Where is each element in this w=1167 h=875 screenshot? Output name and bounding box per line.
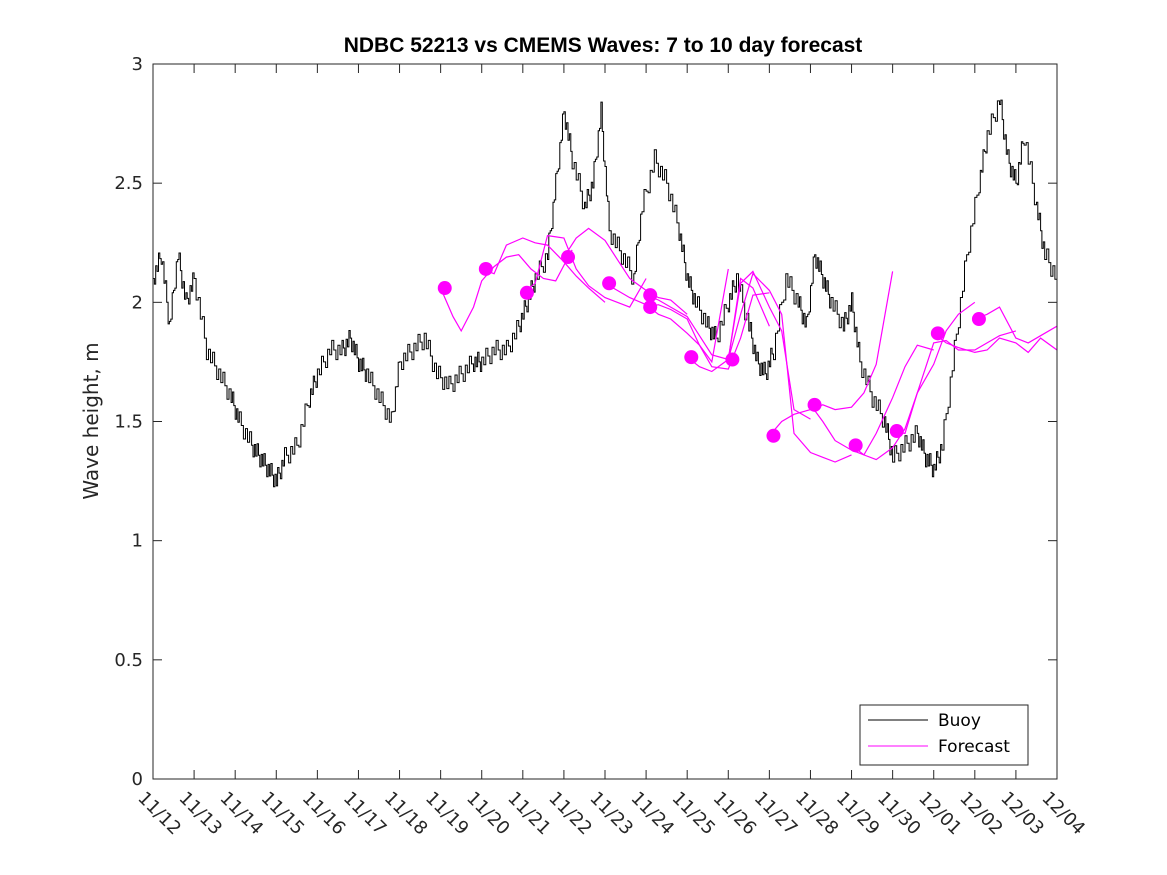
forecast-start-marker bbox=[643, 300, 658, 315]
x-tick-label: 11/25 bbox=[668, 788, 720, 840]
forecast-start-marker bbox=[643, 288, 658, 303]
chart-title: NDBC 52213 vs CMEMS Waves: 7 to 10 day f… bbox=[344, 34, 863, 57]
y-tick-label: 2.5 bbox=[114, 173, 143, 194]
y-axis-label: Wave height, m bbox=[79, 342, 103, 499]
x-tick-label: 11/20 bbox=[462, 788, 514, 840]
x-tick-label: 12/03 bbox=[996, 788, 1048, 840]
series-layer bbox=[153, 99, 1057, 488]
forecast-start-marker bbox=[971, 312, 986, 327]
y-tick-label: 0 bbox=[132, 769, 143, 790]
x-tick-label: 11/13 bbox=[175, 788, 227, 840]
buoy-series-line bbox=[153, 99, 1057, 488]
forecast-run-line bbox=[645, 277, 770, 361]
forecast-start-marker bbox=[478, 261, 493, 276]
forecast-start-marker bbox=[848, 438, 863, 453]
forecast-run-line bbox=[974, 306, 1057, 344]
forecast-start-marker bbox=[930, 326, 945, 341]
y-tick-label: 1.5 bbox=[114, 412, 143, 433]
forecast-run-line bbox=[481, 237, 606, 303]
forecast-run-line bbox=[563, 227, 688, 315]
forecast-run-line bbox=[522, 234, 647, 308]
forecast-run-line bbox=[810, 344, 934, 456]
forecast-start-marker bbox=[684, 350, 699, 365]
x-tick-label: 12/04 bbox=[1037, 788, 1089, 840]
x-tick-label: 11/26 bbox=[709, 788, 761, 840]
x-tick-label: 11/19 bbox=[421, 788, 473, 840]
x-tick-label: 12/01 bbox=[914, 788, 966, 840]
y-tick-label: 3 bbox=[132, 54, 143, 75]
x-tick-label: 11/12 bbox=[133, 788, 185, 840]
x-tick-label: 11/17 bbox=[339, 788, 391, 840]
forecast-start-marker bbox=[725, 352, 740, 367]
legend-buoy-label: Buoy bbox=[938, 711, 981, 731]
forecast-start-marker bbox=[602, 276, 617, 291]
y-tick-label: 1 bbox=[132, 531, 143, 552]
forecast-run-line bbox=[933, 332, 1057, 354]
legend-forecast-label: Forecast bbox=[938, 737, 1010, 757]
x-tick-label: 11/18 bbox=[380, 788, 432, 840]
x-tick-label: 11/27 bbox=[750, 788, 802, 840]
x-tick-label: 11/16 bbox=[298, 788, 350, 840]
forecast-start-marker bbox=[519, 285, 534, 300]
forecast-start-marker bbox=[437, 281, 452, 296]
x-tick-label: 11/29 bbox=[832, 788, 884, 840]
x-tick-label: 11/30 bbox=[873, 788, 925, 840]
x-tick-label: 11/22 bbox=[544, 788, 596, 840]
x-tick-label: 11/15 bbox=[257, 788, 309, 840]
legend-box bbox=[859, 704, 1029, 766]
x-tick-label: 11/23 bbox=[585, 788, 637, 840]
legend: Buoy Forecast bbox=[859, 704, 1029, 766]
forecast-run-line bbox=[604, 268, 729, 364]
forecast-run-line bbox=[768, 271, 894, 437]
forecast-run-line bbox=[727, 272, 852, 463]
forecast-start-marker bbox=[889, 424, 904, 439]
x-tick-label: 12/02 bbox=[955, 788, 1007, 840]
x-tick-label: 11/24 bbox=[627, 788, 679, 840]
forecast-start-marker bbox=[807, 397, 822, 412]
forecast-run-line bbox=[851, 301, 976, 461]
forecast-start-marker bbox=[561, 250, 576, 265]
forecast-run-line bbox=[440, 249, 573, 333]
x-tick-label: 11/14 bbox=[216, 788, 268, 840]
forecast-run-line bbox=[645, 292, 770, 370]
y-tick-label: 2 bbox=[132, 292, 143, 313]
forecast-start-marker bbox=[766, 428, 781, 443]
plot-area-frame bbox=[152, 63, 1058, 780]
y-tick-label: 0.5 bbox=[114, 650, 143, 671]
x-tick-label: 11/21 bbox=[503, 788, 555, 840]
x-tick-label: 11/28 bbox=[791, 788, 843, 840]
